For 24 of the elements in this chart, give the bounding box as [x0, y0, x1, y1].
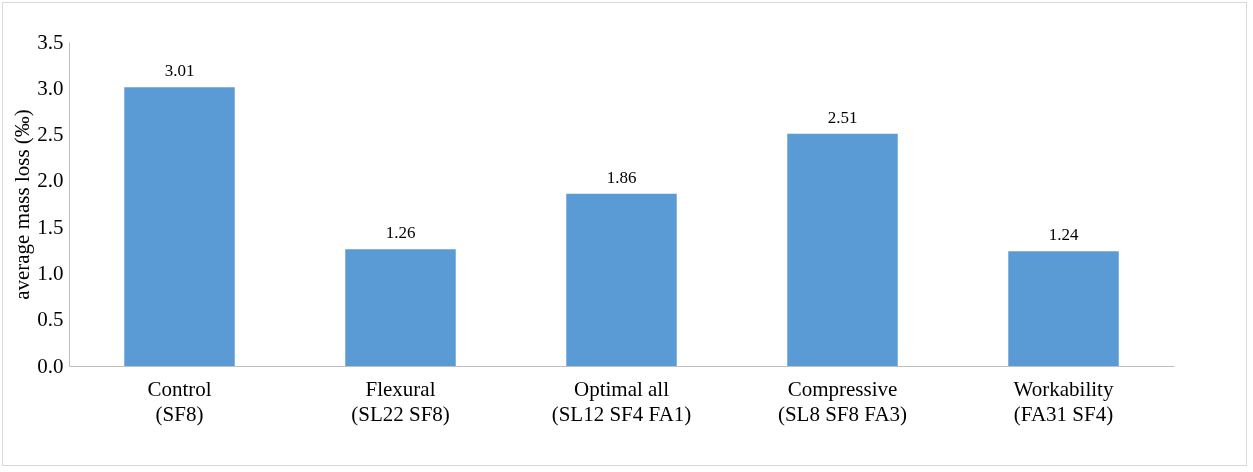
y-tick-label: 1.5	[37, 214, 64, 239]
y-tick-label: 2.0	[37, 168, 64, 193]
bar	[124, 87, 235, 366]
x-tick-label: Control (SF8)	[147, 376, 212, 426]
bar	[787, 133, 898, 366]
x-tick-label: Workability (FA31 SF4)	[1013, 376, 1114, 426]
y-axis-title: average mass loss (‰)	[10, 109, 35, 300]
data-label: 1.86	[606, 167, 637, 187]
y-tick-label: 2.5	[37, 122, 64, 147]
y-tick-label: 3.5	[37, 29, 64, 54]
data-label: 3.01	[164, 61, 195, 81]
y-tick-label: 0.0	[37, 353, 64, 378]
x-tick-label: Flexural (SL22 SF8)	[351, 376, 450, 426]
bar	[345, 249, 456, 366]
data-label: 2.51	[827, 107, 858, 127]
y-tick-label: 3.0	[37, 75, 64, 100]
bar	[566, 193, 677, 366]
x-tick-label: Optimal all (SL12 SF4 FA1)	[551, 376, 692, 426]
x-tick-label: Compressive (SL8 SF8 FA3)	[777, 376, 908, 426]
data-label: 1.26	[385, 223, 416, 243]
y-tick-label: 1.0	[37, 260, 64, 285]
y-tick-label: 0.5	[37, 307, 64, 332]
data-label: 1.24	[1048, 225, 1079, 245]
bar	[1008, 251, 1119, 366]
